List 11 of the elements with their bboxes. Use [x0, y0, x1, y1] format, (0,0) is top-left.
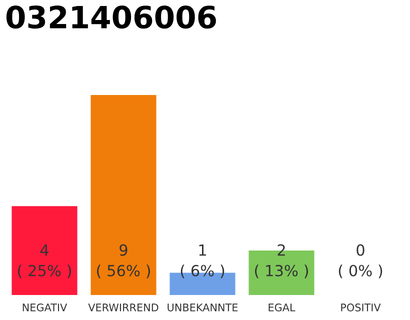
x-tick-label: POSITIV	[341, 304, 381, 312]
bar	[12, 206, 78, 295]
data-label: 9 ( 56% )	[97, 244, 150, 278]
chart-title: 0321406006	[6, 6, 216, 29]
bar	[90, 95, 156, 295]
data-label: 4 ( 25% )	[18, 244, 71, 278]
x-tick-label: VERWIRREND	[88, 304, 158, 312]
x-tick-label: UNBEKANNTE	[168, 304, 238, 312]
data-label: 0 ( 0% )	[338, 244, 382, 278]
x-tick-label: NEGATIV	[22, 304, 68, 312]
x-tick-label: EGAL	[268, 304, 296, 312]
